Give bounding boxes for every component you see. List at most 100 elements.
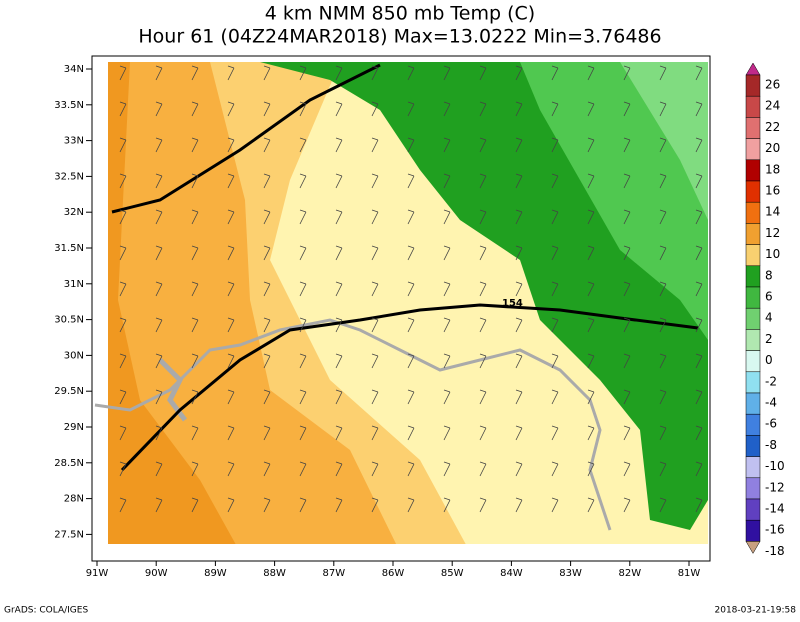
wind-barb — [371, 245, 379, 261]
wind-barb — [119, 209, 127, 225]
wind-barb — [659, 281, 667, 297]
wind-barb — [479, 425, 487, 441]
lat-label: 27.5N — [54, 529, 84, 540]
colorbar-box — [745, 180, 761, 203]
colorbar-box — [745, 350, 761, 373]
wind-barb — [227, 425, 235, 441]
colorbar-label: 12 — [765, 226, 780, 240]
wind-barb — [263, 317, 271, 333]
wind-barb — [155, 425, 163, 441]
colorbar-box — [745, 138, 761, 161]
wind-barb — [695, 461, 703, 477]
wind-barb — [227, 65, 235, 81]
wind-barb — [587, 137, 595, 153]
wind-barb — [587, 281, 595, 297]
wind-barb — [659, 101, 667, 117]
lon-label: 81W — [678, 568, 701, 579]
wind-barb — [551, 497, 559, 513]
wind-barb — [515, 425, 523, 441]
colorbar-label: 8 — [765, 268, 773, 282]
wind-barb — [227, 209, 235, 225]
wind-barb — [659, 245, 667, 261]
wind-barb — [227, 353, 235, 369]
wind-barb — [371, 65, 379, 81]
colorbar-label: 14 — [765, 205, 780, 219]
wind-barb — [227, 497, 235, 513]
wind-barb — [443, 65, 451, 81]
wind-barb — [263, 281, 271, 297]
lat-label: 31N — [64, 279, 84, 290]
wind-barb — [227, 461, 235, 477]
colorbar-label: -2 — [765, 374, 777, 388]
wind-barb — [551, 245, 559, 261]
wind-barb — [155, 317, 163, 333]
wind-barb — [335, 65, 343, 81]
wind-barb — [155, 497, 163, 513]
roads — [111, 63, 699, 472]
wind-barb — [191, 461, 199, 477]
wind-barb — [155, 137, 163, 153]
wind-barb — [479, 209, 487, 225]
colorbar-label: 10 — [765, 247, 780, 261]
lat-label: 28.5N — [54, 458, 84, 469]
wind-barb — [587, 245, 595, 261]
wind-barb — [407, 389, 415, 405]
colorbar-box — [745, 392, 761, 415]
wind-barb — [299, 281, 307, 297]
wind-barb — [155, 101, 163, 117]
colorbar-box — [745, 265, 761, 288]
wind-barb — [695, 101, 703, 117]
colorbar-box — [745, 159, 761, 182]
wind-barb — [407, 101, 415, 117]
wind-barb — [263, 353, 271, 369]
wind-barb — [371, 497, 379, 513]
wind-barb — [695, 209, 703, 225]
wind-barb — [119, 497, 127, 513]
wind-barb — [335, 137, 343, 153]
lat-label: 32.5N — [54, 171, 84, 182]
colorbar-label: 22 — [765, 120, 780, 134]
wind-barb — [371, 425, 379, 441]
wind-barb — [623, 101, 631, 117]
wind-barb — [119, 173, 127, 189]
wind-barb — [443, 317, 451, 333]
wind-barb — [335, 461, 343, 477]
wind-barb — [515, 137, 523, 153]
wind-barb — [263, 173, 271, 189]
wind-barb — [479, 101, 487, 117]
wind-barb — [443, 461, 451, 477]
wind-barb — [371, 353, 379, 369]
colorbar-box — [745, 223, 761, 245]
wind-barb — [191, 137, 199, 153]
wind-barb — [551, 389, 559, 405]
wind-barb — [407, 65, 415, 81]
wind-barb — [551, 317, 559, 333]
wind-barb — [443, 389, 451, 405]
wind-barb — [515, 101, 523, 117]
lat-label: 34N — [64, 64, 84, 75]
wind-barb — [299, 209, 307, 225]
colorbar-label: -16 — [765, 523, 785, 537]
wind-barb — [443, 137, 451, 153]
wind-barb — [695, 281, 703, 297]
colorbar-box — [745, 244, 761, 267]
colorbar-label: -6 — [765, 417, 777, 431]
wind-barb — [155, 245, 163, 261]
wind-barb — [335, 425, 343, 441]
wind-barb — [515, 389, 523, 405]
wind-barb — [263, 425, 271, 441]
coastline — [94, 318, 612, 531]
wind-barb — [191, 65, 199, 81]
wind-barb — [119, 461, 127, 477]
wind-barb — [695, 353, 703, 369]
colorbar-box — [745, 286, 761, 309]
wind-barb — [335, 389, 343, 405]
wind-barb — [119, 353, 127, 369]
wind-barb — [191, 425, 199, 441]
lon-label: 88W — [263, 568, 286, 579]
wind-barb — [227, 281, 235, 297]
wind-barb — [515, 281, 523, 297]
wind-barb — [695, 173, 703, 189]
colorbar-box — [745, 435, 761, 457]
wind-barb — [371, 137, 379, 153]
